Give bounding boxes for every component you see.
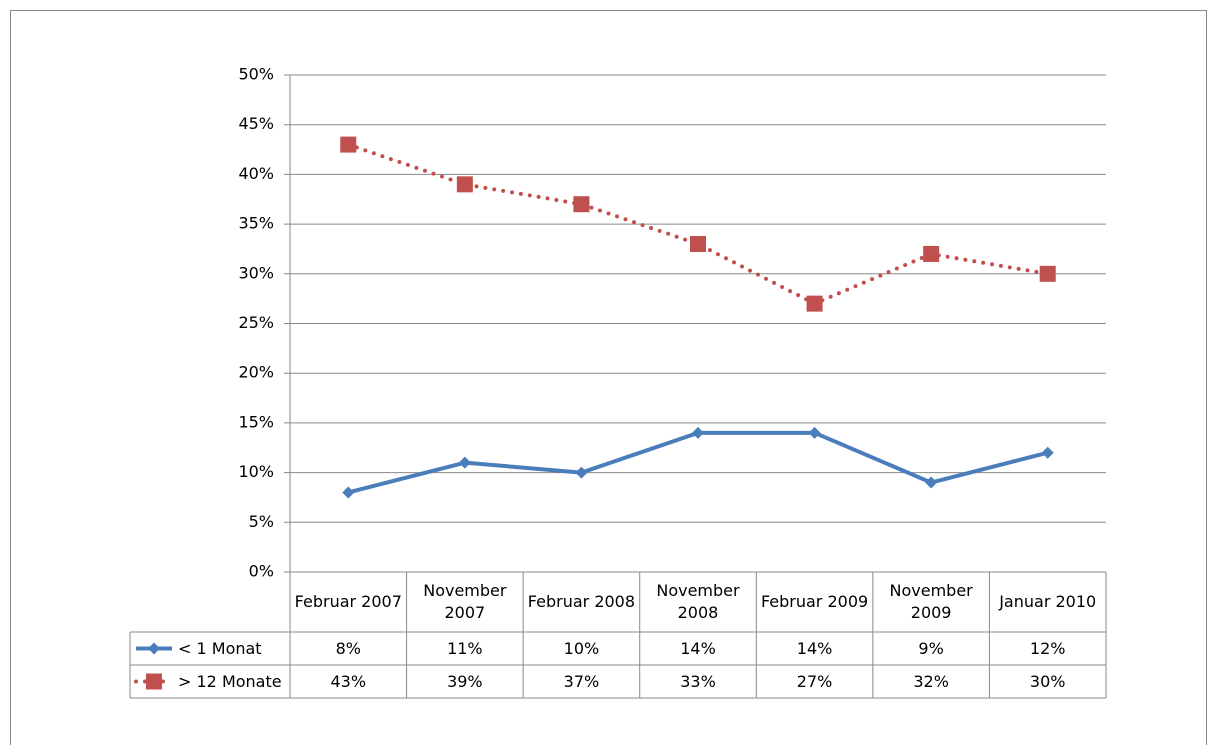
y-tick-label: 10% bbox=[238, 462, 274, 481]
category-label: Februar 2009 bbox=[760, 592, 869, 611]
category-label: Februar 2007 bbox=[294, 592, 402, 611]
marker bbox=[1041, 446, 1054, 459]
data-table-value: 37% bbox=[563, 671, 600, 691]
data-table-value: 10% bbox=[563, 638, 600, 658]
y-tick-label: 35% bbox=[238, 214, 274, 233]
y-tick-label: 0% bbox=[249, 562, 274, 581]
category-label: November 2008 bbox=[656, 581, 740, 622]
marker bbox=[573, 196, 590, 213]
category-label: Januar 2010 bbox=[999, 592, 1097, 611]
frame bbox=[10, 10, 1207, 745]
data-table-value: 11% bbox=[447, 638, 483, 658]
data-table-value: 27% bbox=[796, 671, 833, 691]
legend-label: < 1 Monat bbox=[178, 638, 262, 658]
marker bbox=[575, 466, 588, 479]
category-label: Februar 2008 bbox=[527, 592, 636, 611]
y-tick-label: 25% bbox=[238, 313, 274, 332]
y-tick-label: 40% bbox=[238, 164, 274, 183]
y-tick-label: 45% bbox=[238, 114, 274, 133]
marker bbox=[456, 176, 473, 193]
y-tick-label: 20% bbox=[238, 363, 274, 382]
data-table-value: 33% bbox=[680, 671, 716, 691]
data-table-value: 39% bbox=[447, 671, 483, 691]
marker bbox=[458, 456, 471, 469]
marker bbox=[1039, 265, 1056, 282]
data-table-value: 14% bbox=[680, 638, 716, 658]
data-table-value: 9% bbox=[918, 638, 944, 658]
marker bbox=[925, 476, 938, 489]
series-line bbox=[347, 430, 1049, 495]
marker bbox=[342, 486, 355, 499]
marker bbox=[808, 426, 821, 439]
y-tick-label: 5% bbox=[249, 512, 274, 531]
marker bbox=[146, 673, 162, 690]
marker bbox=[923, 245, 940, 262]
category-label: November 2009 bbox=[889, 581, 973, 622]
y-tick-label: 50% bbox=[238, 65, 274, 84]
data-table-value: 32% bbox=[913, 671, 949, 691]
data-table-value: 8% bbox=[335, 638, 361, 658]
data-table-value: 12% bbox=[1029, 638, 1066, 658]
marker bbox=[340, 136, 357, 153]
data-table-value: 43% bbox=[330, 671, 367, 691]
marker bbox=[806, 295, 823, 312]
marker bbox=[690, 235, 706, 252]
marker bbox=[148, 642, 160, 655]
marker bbox=[692, 426, 704, 439]
y-tick-label: 15% bbox=[238, 412, 274, 431]
data-table-value: 14% bbox=[796, 638, 833, 658]
legend-label: > 12 Monate bbox=[178, 671, 282, 691]
data-table-value: 30% bbox=[1029, 671, 1066, 691]
y-tick-label: 30% bbox=[238, 263, 274, 282]
category-label: November 2007 bbox=[423, 581, 507, 622]
